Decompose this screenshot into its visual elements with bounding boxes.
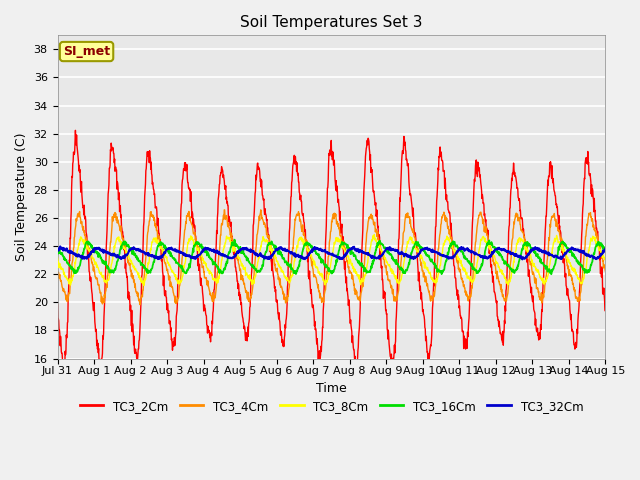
Title: Soil Temperatures Set 3: Soil Temperatures Set 3 [240,15,422,30]
Text: SI_met: SI_met [63,45,110,58]
X-axis label: Time: Time [316,382,347,395]
Legend: TC3_2Cm, TC3_4Cm, TC3_8Cm, TC3_16Cm, TC3_32Cm: TC3_2Cm, TC3_4Cm, TC3_8Cm, TC3_16Cm, TC3… [75,395,588,417]
Y-axis label: Soil Temperature (C): Soil Temperature (C) [15,132,28,261]
